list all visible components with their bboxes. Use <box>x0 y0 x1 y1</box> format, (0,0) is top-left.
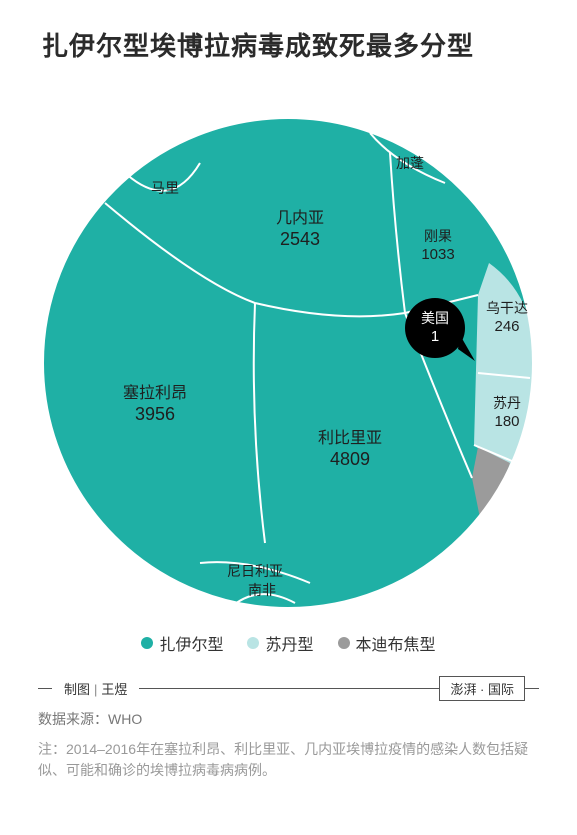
footer-rule: 制图|王煜 澎湃 · 国际 <box>38 681 539 695</box>
footnote: 注：2014–2016年在塞拉利昂、利比里亚、几内亚埃博拉疫情的感染人数包括疑似… <box>38 739 539 781</box>
value-congo: 1033 <box>421 246 454 263</box>
zaire-base <box>43 118 533 608</box>
legend-item-zaire: 扎伊尔型 <box>141 631 223 655</box>
credit: 制图|王煜 <box>56 679 135 698</box>
swatch-zaire <box>141 637 153 649</box>
label-south-africa: 南非 <box>248 582 276 598</box>
label-mali: 马里 <box>151 180 179 196</box>
label-sierra-leone: 塞拉利昂 <box>123 384 187 402</box>
label-sudanctry: 苏丹 <box>493 395 521 411</box>
value-sierra-leone: 3956 <box>135 404 175 424</box>
voronoi-chart: 利比里亚 4809 塞拉利昂 3956 几内亚 2543 刚果 1033 加蓬 … <box>0 63 577 623</box>
swatch-bundibugyo <box>338 637 350 649</box>
label-liberia: 利比里亚 <box>318 429 382 447</box>
legend-label-bundibugyo: 本迪布焦型 <box>356 631 436 655</box>
value-sudanctry: 180 <box>494 413 519 430</box>
legend-label-zaire: 扎伊尔型 <box>159 631 223 655</box>
legend-item-bundibugyo: 本迪布焦型 <box>338 631 436 655</box>
label-gabon: 加蓬 <box>396 155 424 171</box>
label-nigeria: 尼日利亚 <box>227 563 283 579</box>
legend-label-sudan: 苏丹型 <box>265 631 313 655</box>
swatch-sudan <box>247 637 259 649</box>
value-guinea: 2543 <box>280 229 320 249</box>
footer: 制图|王煜 澎湃 · 国际 数据来源：WHO 注：2014–2016年在塞拉利昂… <box>0 681 577 781</box>
brand: 澎湃 · 国际 <box>439 676 525 701</box>
value-uganda: 246 <box>494 318 519 335</box>
label-guinea: 几内亚 <box>276 209 324 227</box>
label-congo: 刚果 <box>424 228 452 244</box>
value-liberia: 4809 <box>330 449 370 469</box>
legend-item-sudan: 苏丹型 <box>247 631 313 655</box>
cell-sudan-group <box>474 263 535 473</box>
svg-text:美国: 美国 <box>421 310 449 326</box>
chart-title: 扎伊尔型埃博拉病毒成致死最多分型 <box>0 0 577 63</box>
legend: 扎伊尔型 苏丹型 本迪布焦型 <box>0 631 577 655</box>
label-uganda: 乌干达 <box>486 300 528 316</box>
svg-text:1: 1 <box>431 328 439 345</box>
data-source: 数据来源：WHO <box>38 709 539 729</box>
